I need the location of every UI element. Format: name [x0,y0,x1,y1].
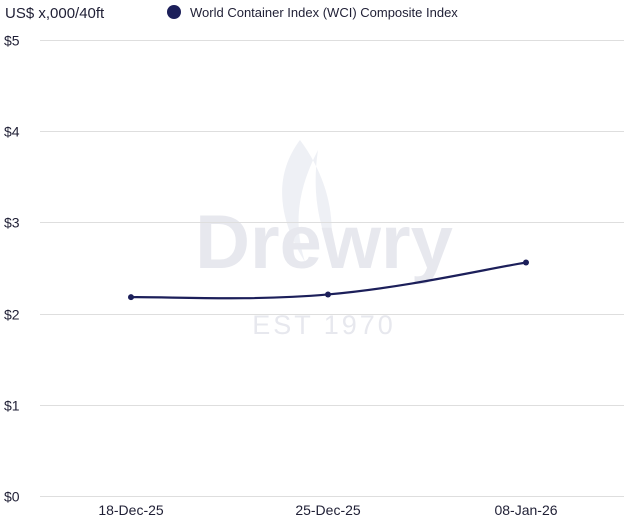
data-point [325,291,331,298]
legend-marker [167,5,181,19]
y-tick-label: $4 [4,124,20,140]
y-tick-label: $0 [4,489,20,505]
y-tick-label: $5 [4,33,20,49]
y-axis: $0 $1 $2 $3 $4 $5 [4,33,20,505]
y-tick-label: $2 [4,307,20,323]
x-tick-label: 25-Dec-25 [295,502,361,518]
x-tick-label: 18-Dec-25 [98,502,164,518]
y-tick-label: $3 [4,215,20,231]
flame-icon [282,140,332,262]
legend-label: World Container Index (WCI) Composite In… [190,5,458,20]
drewry-watermark-logo: Drewry EST 1970 [195,140,453,340]
legend: World Container Index (WCI) Composite In… [167,5,458,20]
x-tick-label: 08-Jan-26 [494,502,557,518]
x-axis: 18-Dec-25 25-Dec-25 08-Jan-26 [98,502,557,518]
watermark-brand: Drewry [195,200,453,285]
series-layer [128,259,529,301]
gridlines [40,40,624,497]
y-tick-label: $1 [4,398,20,414]
data-point [523,259,529,266]
y-axis-unit-label: US$ x,000/40ft [5,5,105,22]
data-point [128,294,134,301]
